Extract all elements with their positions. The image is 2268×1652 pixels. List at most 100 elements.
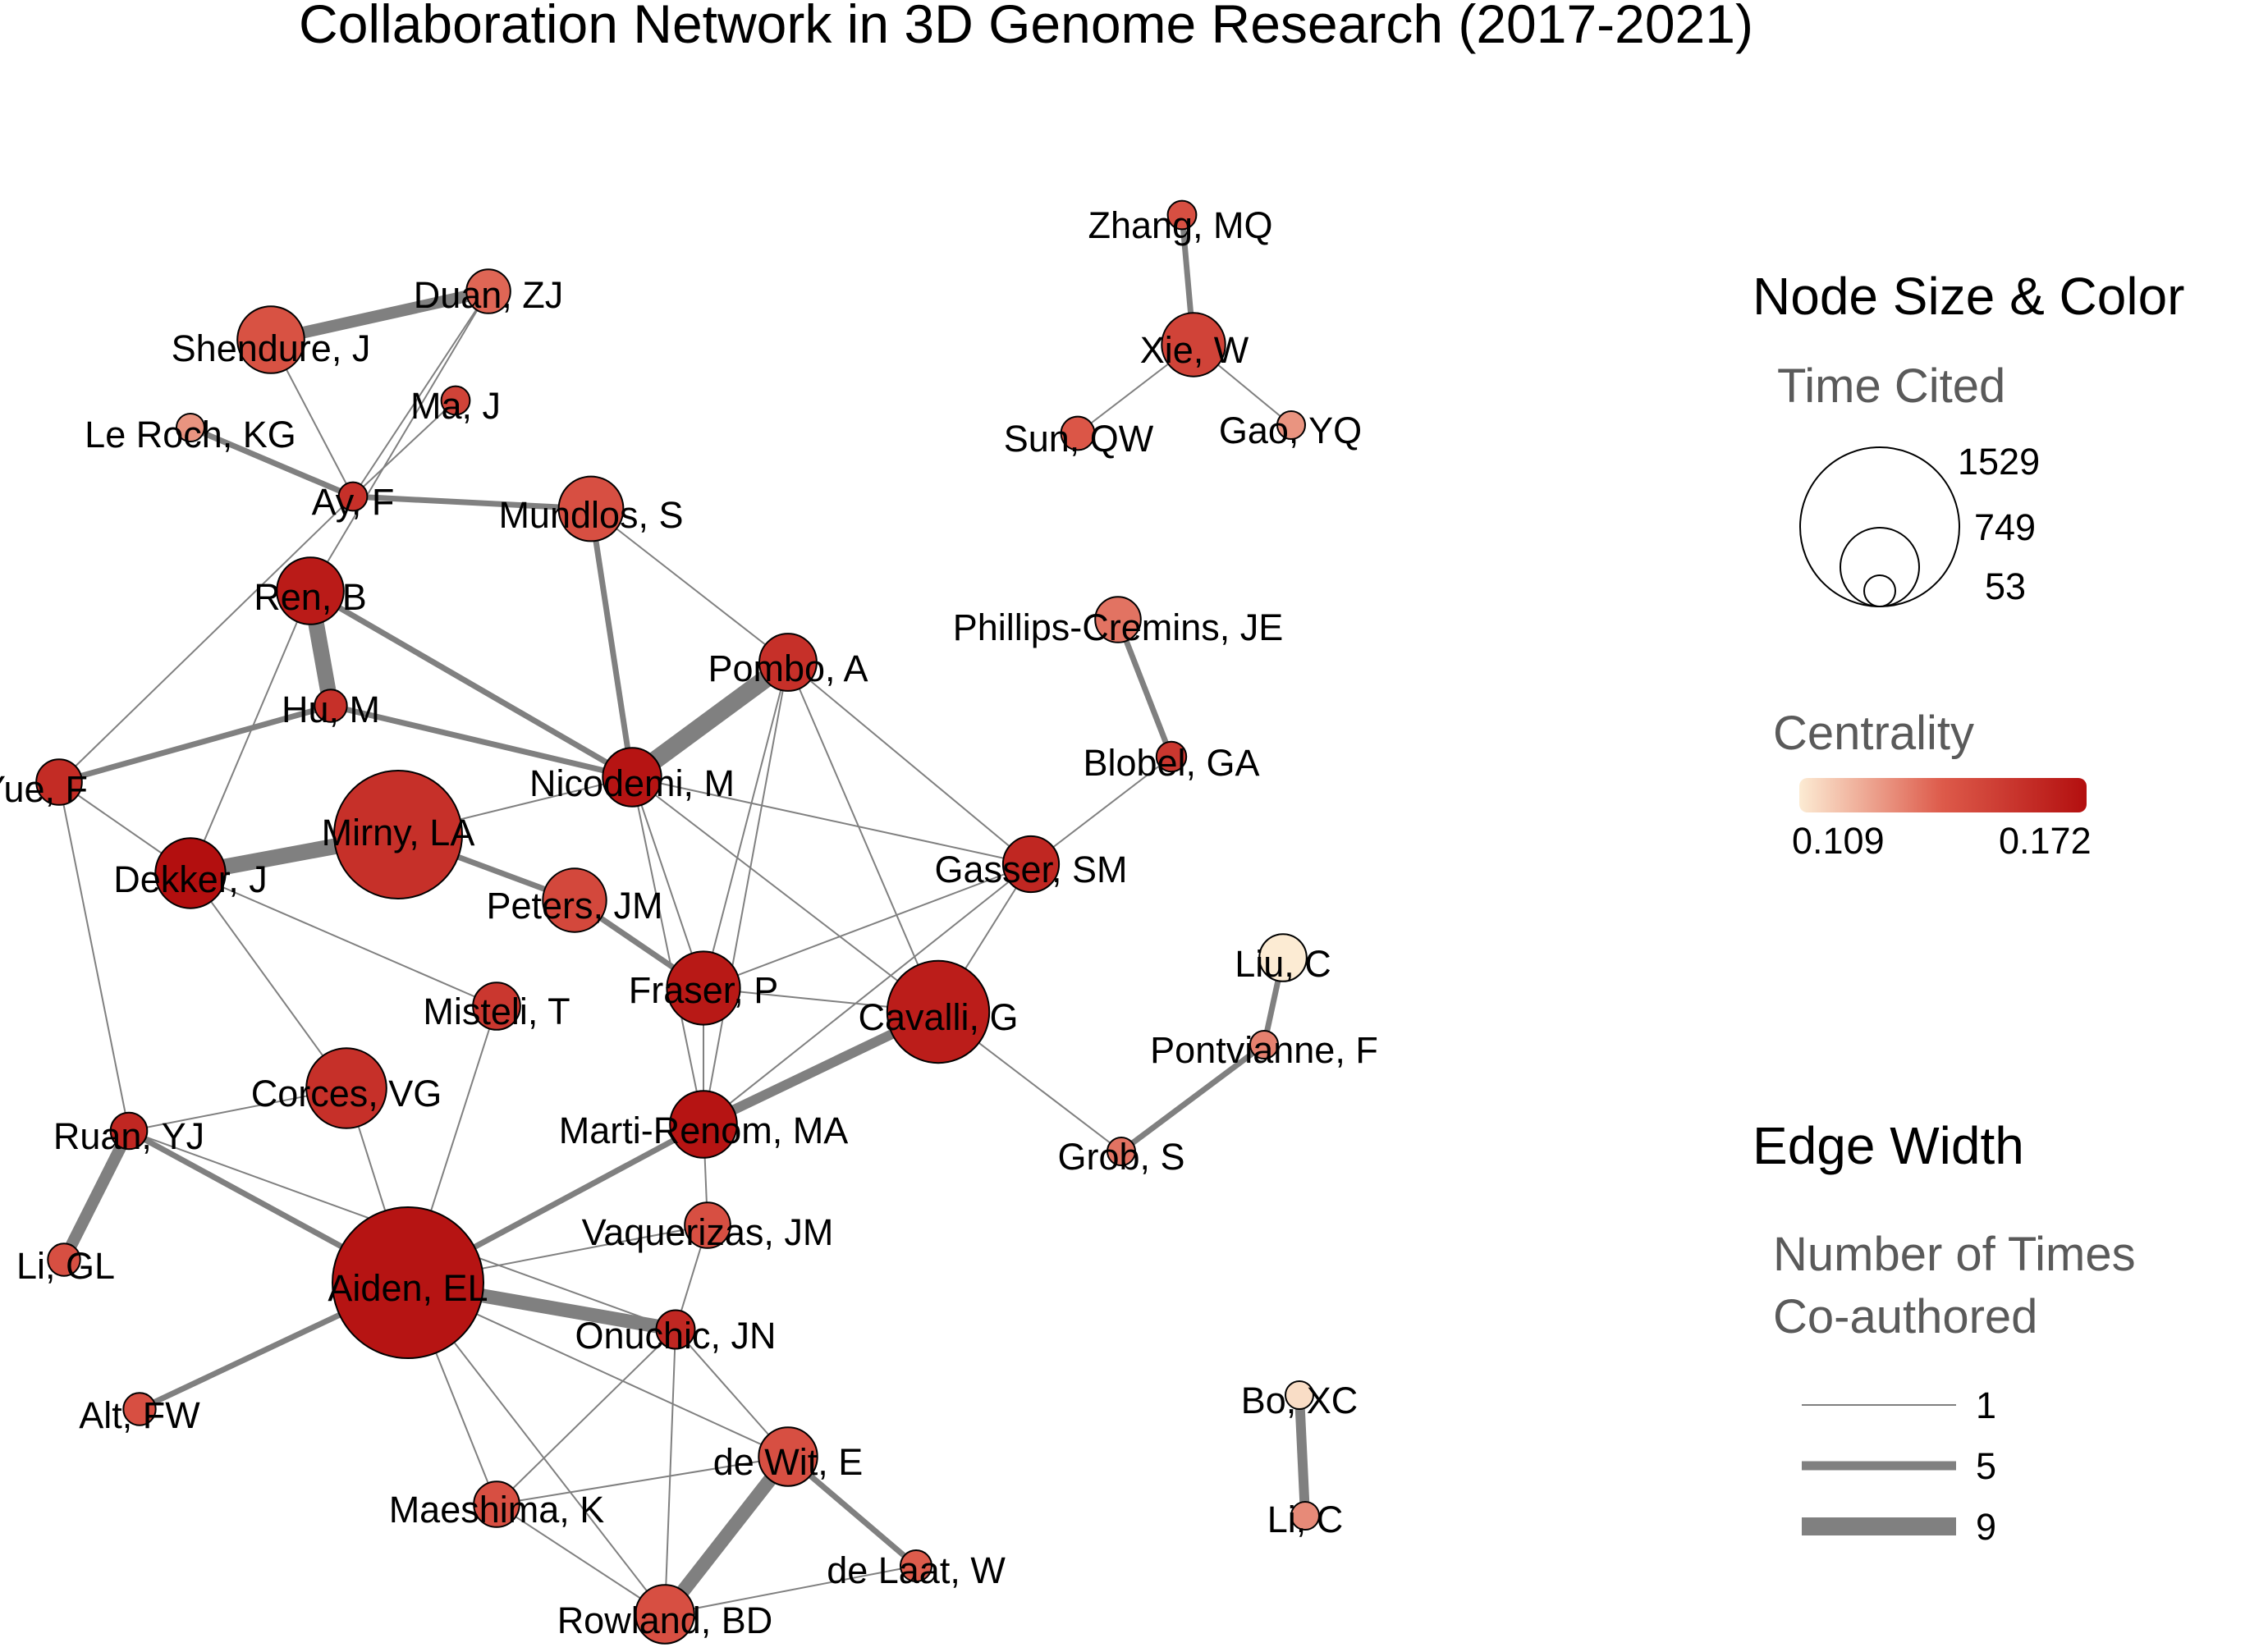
node-label-xie-w: Xie, W <box>1140 329 1249 371</box>
legend-centrality-max: 0.172 <box>1999 820 2092 862</box>
node-mirny-la <box>333 770 463 899</box>
edge-hu-m-yue-f <box>58 702 332 785</box>
edge-phillips-cremins-je-blobel-ga <box>1115 618 1175 758</box>
edge-duan-zj-ay-f <box>352 291 489 497</box>
legend-edge-title-line2: Co-authored <box>1773 1290 2037 1343</box>
node-gao-yq <box>1276 410 1306 440</box>
edge-pombo-a-marti-renom-ma <box>703 661 789 1125</box>
edge-onuchic-jn-rowland-bd <box>664 1329 676 1615</box>
node-label-blobel-ga: Blobel, GA <box>1083 742 1259 784</box>
node-ma-j <box>440 385 471 416</box>
edge-ren-b-dekker-j <box>190 590 311 874</box>
node-cavalli-g <box>886 959 991 1064</box>
node-shendure-j <box>236 305 305 374</box>
node-label-hu-m: Hu, M <box>282 689 380 730</box>
edge-nicodemi-m-marti-renom-ma <box>631 776 704 1125</box>
node-label-ma-j: Ma, J <box>410 385 501 427</box>
edge-rowland-bd-maeshima-k <box>496 1503 666 1615</box>
node-nicodemi-m <box>602 747 662 808</box>
node-label-ren-b: Ren, B <box>254 576 367 618</box>
node-label-shendure-j: Shendure, J <box>172 327 371 369</box>
node-de-laat-w <box>900 1549 932 1582</box>
node-ay-f <box>337 481 369 512</box>
node-label-marti-renom-ma: Marti-Renom, MA <box>559 1110 849 1151</box>
legend-size-circle-small <box>1863 574 1896 607</box>
legend-size-value-small: 53 <box>1985 565 2026 607</box>
node-label-li-gl: Li, GL <box>16 1245 115 1287</box>
node-phillips-cremins-je <box>1094 596 1142 643</box>
node-label-de-laat-w: de Laat, W <box>827 1549 1006 1591</box>
node-label-ruan-yj: Ruan, YJ <box>53 1115 204 1157</box>
node-grob-s <box>1107 1137 1136 1166</box>
edge-ay-f-yue-f <box>58 496 354 783</box>
node-le-roch-kg <box>176 413 205 442</box>
edge-pombo-a-fraser-p <box>703 661 789 989</box>
node-label-fraser-p: Fraser, P <box>629 969 779 1011</box>
node-pombo-a <box>758 633 818 692</box>
nodes-layer <box>35 199 1320 1645</box>
edge-fraser-p-gasser-sm <box>703 863 1032 989</box>
node-label-liu-c: Liu, C <box>1235 943 1331 985</box>
node-label-pontvianne-f: Pontvianne, F <box>1150 1029 1378 1071</box>
legend-edge-value-5: 5 <box>1976 1445 1996 1487</box>
node-vaquerizas-jm <box>684 1201 731 1249</box>
node-alt-fw <box>122 1392 157 1426</box>
legend-centrality-title: Centrality <box>1773 707 1974 760</box>
node-label-mundlos-s: Mundlos, S <box>498 494 683 536</box>
edge-pombo-a-nicodemi-m <box>626 655 794 785</box>
node-hu-m <box>314 689 348 723</box>
node-label-de-wit-e: de Wit, E <box>713 1441 864 1483</box>
node-label-yue-f: Yue, F <box>0 768 88 810</box>
node-misteli-t <box>472 982 521 1031</box>
edge-mundlos-s-nicodemi-m <box>588 508 635 778</box>
node-label-ay-f: Ay, F <box>312 481 395 523</box>
edge-de-wit-e-maeshima-k <box>496 1456 789 1505</box>
edge-pontvianne-f-grob-s <box>1119 1042 1267 1154</box>
legend-edge: Edge Width Number of Times Co-authored 1… <box>1753 1116 2136 1548</box>
node-maeshima-k <box>473 1480 520 1528</box>
legend-edge-heading: Edge Width <box>1753 1116 2024 1175</box>
node-label-cavalli-g: Cavalli, G <box>858 996 1018 1038</box>
node-li-c <box>1290 1501 1320 1531</box>
node-xie-w <box>1161 312 1226 378</box>
edge-yue-f-ruan-yj <box>58 781 130 1132</box>
legend-centrality-colorbar <box>1799 778 2087 812</box>
node-label-gao-yq: Gao, YQ <box>1219 410 1362 451</box>
edge-ay-f-mundlos-s <box>352 493 592 512</box>
edge-rowland-bd-de-laat-w <box>664 1565 917 1615</box>
edge-de-wit-e-rowland-bd <box>659 1452 794 1619</box>
node-label-pombo-a: Pombo, A <box>708 648 868 689</box>
edge-hu-m-nicodemi-m <box>330 702 633 780</box>
node-rowland-bd <box>635 1584 695 1645</box>
node-peters-jm <box>542 867 607 933</box>
edge-pombo-a-gasser-sm <box>787 661 1032 865</box>
node-label-duan-zj: Duan, ZJ <box>414 274 564 316</box>
node-liu-c <box>1258 933 1308 982</box>
edge-onuchic-jn-maeshima-k <box>496 1329 676 1505</box>
node-label-rowland-bd: Rowland, BD <box>557 1599 773 1641</box>
legend-edge-value-9: 9 <box>1976 1506 1996 1548</box>
node-mundlos-s <box>557 475 625 542</box>
legend-size-value-large: 1529 <box>1958 441 2040 483</box>
legend-size-title: Time Cited <box>1777 359 2005 413</box>
edge-dekker-j-misteli-t <box>190 872 497 1007</box>
edge-mundlos-s-pombo-a <box>590 508 789 663</box>
node-label-mirny-la: Mirny, LA <box>322 812 475 853</box>
legend-node: Node Size & Color Time Cited 1529 749 53… <box>1753 267 2184 862</box>
node-fraser-p <box>666 950 741 1026</box>
edge-nicodemi-m-gasser-sm <box>631 776 1032 865</box>
node-label-maeshima-k: Maeshima, K <box>389 1489 605 1531</box>
node-label-peters-jm: Peters, JM <box>486 885 662 927</box>
node-label-li-c: Li, C <box>1267 1499 1344 1540</box>
node-label-nicodemi-m: Nicodemi, M <box>529 762 735 804</box>
node-label-aiden-el: Aiden, EL <box>328 1267 488 1309</box>
node-duan-zj <box>465 268 511 314</box>
node-label-corces-vg: Corces, VG <box>251 1073 442 1114</box>
node-de-wit-e <box>758 1426 818 1487</box>
node-label-phillips-cremins-je: Phillips-Cremins, JE <box>953 606 1284 648</box>
legend-centrality-min: 0.109 <box>1792 820 1885 862</box>
labels-layer: Zhang, MQ Xie, W Sun, QW Gao, YQ Shendure, J… <box>0 204 1378 1641</box>
edge-ma-j-ay-f <box>352 400 456 497</box>
node-label-zhang-mq: Zhang, MQ <box>1088 204 1272 246</box>
